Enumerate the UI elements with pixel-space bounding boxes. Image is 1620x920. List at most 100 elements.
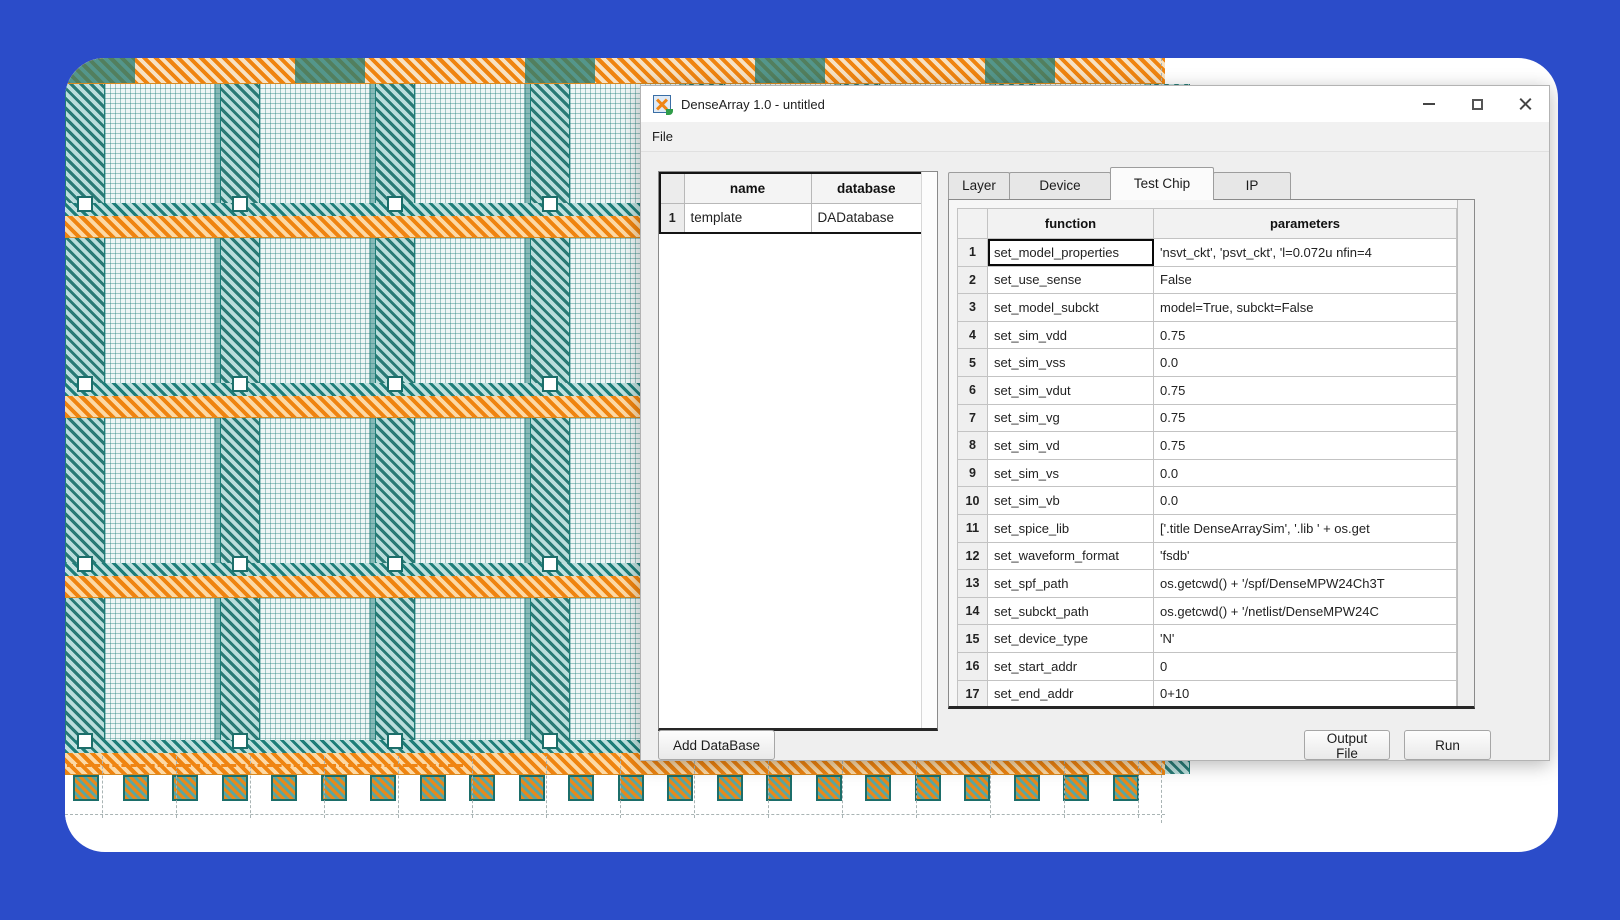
output-file-button[interactable]: Output File — [1304, 730, 1390, 761]
chip-io-pad — [815, 775, 842, 801]
window-controls — [1405, 86, 1549, 122]
row-number[interactable]: 4 — [957, 320, 988, 350]
function-cell[interactable]: set_sim_vg — [987, 403, 1154, 433]
minimize-button[interactable] — [1405, 86, 1453, 122]
app-window: DenseArray 1.0 - untitled File name data… — [640, 85, 1550, 761]
tab-device[interactable]: Device — [1009, 172, 1111, 200]
function-row[interactable]: 15 set_device_type 'N' — [957, 624, 1457, 653]
function-cell[interactable]: set_use_sense — [987, 265, 1154, 295]
row-number[interactable]: 16 — [957, 651, 988, 681]
row-number[interactable]: 8 — [957, 431, 988, 460]
function-row[interactable]: 14 set_subckt_path os.getcwd() + '/netlist… — [957, 596, 1457, 626]
chip-power-rail — [220, 84, 260, 774]
row-number[interactable]: 2 — [957, 265, 988, 295]
row-number[interactable]: 17 — [957, 679, 988, 706]
chip-power-rail — [530, 84, 570, 774]
parameters-cell[interactable]: 0.75 — [1153, 431, 1457, 460]
row-number[interactable]: 11 — [957, 513, 988, 543]
parameters-cell[interactable]: 'N' — [1153, 624, 1457, 653]
parameters-cell[interactable]: ['.title DenseArraySim', '.lib ' + os.ge… — [1153, 513, 1457, 543]
function-cell[interactable]: set_sim_vdd — [987, 320, 1154, 350]
chip-orange-dashed-net — [67, 764, 463, 767]
parameters-cell[interactable]: 0.75 — [1153, 375, 1457, 405]
maximize-button[interactable] — [1453, 86, 1501, 122]
row-number[interactable]: 3 — [957, 293, 988, 322]
tab-ip[interactable]: IP — [1213, 172, 1291, 200]
row-number[interactable]: 15 — [957, 624, 988, 653]
add-database-button[interactable]: Add DataBase — [658, 730, 776, 760]
function-cell[interactable]: set_model_properties — [987, 238, 1154, 267]
function-row[interactable]: 17 set_end_addr 0+10 — [957, 679, 1457, 706]
function-scrollbar[interactable] — [1457, 200, 1474, 706]
function-cell[interactable]: set_sim_vdut — [987, 375, 1154, 405]
row-number[interactable]: 13 — [957, 569, 988, 598]
parameters-cell[interactable]: 0.75 — [1153, 403, 1457, 433]
function-cell[interactable]: set_subckt_path — [987, 596, 1154, 626]
function-row[interactable]: 7 set_sim_vg 0.75 — [957, 403, 1457, 433]
function-cell[interactable]: set_spf_path — [987, 569, 1154, 598]
row-number[interactable]: 7 — [957, 403, 988, 433]
database-row[interactable]: 1 template DADatabase — [659, 202, 923, 234]
parameters-cell[interactable]: False — [1153, 265, 1457, 295]
function-row[interactable]: 11 set_spice_lib ['.title DenseArraySim', … — [957, 513, 1457, 543]
chip-io-pad — [1063, 775, 1089, 801]
row-number[interactable]: 12 — [957, 541, 988, 571]
function-row[interactable]: 10 set_sim_vb 0.0 — [957, 486, 1457, 515]
function-row[interactable]: 6 set_sim_vdut 0.75 — [957, 375, 1457, 405]
function-cell[interactable]: set_start_addr — [987, 651, 1154, 681]
function-row[interactable]: 9 set_sim_vs 0.0 — [957, 458, 1457, 488]
chip-via-square — [77, 376, 93, 392]
run-button[interactable]: Run — [1404, 730, 1491, 760]
function-row[interactable]: 5 set_sim_vss 0.0 — [957, 348, 1457, 377]
function-row[interactable]: 2 set_use_sense False — [957, 265, 1457, 295]
parameters-cell[interactable]: 'nsvt_ckt', 'psvt_ckt', 'l=0.072u nfin=4 — [1153, 238, 1457, 267]
parameters-cell[interactable]: 0.0 — [1153, 458, 1457, 488]
chip-io-pad — [1112, 775, 1139, 801]
function-cell[interactable]: set_device_type — [987, 624, 1154, 653]
row-number[interactable]: 1 — [659, 202, 685, 234]
function-row[interactable]: 3 set_model_subckt model=True, subckt=Fals… — [957, 293, 1457, 322]
function-cell[interactable]: set_waveform_format — [987, 541, 1154, 571]
parameters-cell[interactable]: 0.0 — [1153, 348, 1457, 377]
tab-layer[interactable]: Layer — [948, 172, 1010, 200]
database-scrollbar[interactable] — [921, 172, 937, 728]
parameters-cell[interactable]: 0+10 — [1153, 679, 1457, 706]
function-row[interactable]: 1 set_model_properties'nsvt_ckt', 'psvt_c… — [957, 238, 1457, 267]
function-row[interactable]: 4 set_sim_vdd 0.75 — [957, 320, 1457, 350]
function-row[interactable]: 13 set_spf_path os.getcwd() + '/spf/DenseM… — [957, 569, 1457, 598]
parameters-cell[interactable]: model=True, subckt=False — [1153, 293, 1457, 322]
menu-item-file[interactable]: File — [652, 129, 673, 144]
database-col-database: database — [810, 172, 923, 204]
row-number[interactable]: 9 — [957, 458, 988, 488]
function-cell[interactable]: set_sim_vd — [987, 431, 1154, 460]
tab-test-chip[interactable]: Test Chip — [1110, 167, 1214, 200]
function-cell[interactable]: set_spice_lib — [987, 513, 1154, 543]
database-panel[interactable]: name database 1 template DADatabase — [658, 171, 938, 731]
function-cell[interactable]: set_sim_vss — [987, 348, 1154, 377]
function-row[interactable]: 16 set_start_addr 0 — [957, 651, 1457, 681]
chip-io-pad — [73, 775, 99, 801]
chip-io-pad — [518, 775, 545, 801]
function-panel[interactable]: function parameters 1 set_model_propertie… — [948, 199, 1475, 709]
parameters-cell[interactable]: os.getcwd() + '/netlist/DenseMPW24C — [1153, 596, 1457, 626]
cell[interactable]: template — [683, 202, 812, 234]
row-number[interactable]: 6 — [957, 375, 988, 405]
parameters-cell[interactable]: 0.0 — [1153, 486, 1457, 515]
row-number[interactable]: 14 — [957, 596, 988, 626]
row-number[interactable]: 10 — [957, 486, 988, 515]
function-cell[interactable]: set_model_subckt — [987, 293, 1154, 322]
function-cell[interactable]: set_end_addr — [987, 679, 1154, 706]
function-row[interactable]: 12 set_waveform_format'fsdb' — [957, 541, 1457, 571]
function-cell[interactable]: set_sim_vb — [987, 486, 1154, 515]
row-number[interactable]: 1 — [957, 238, 988, 267]
titlebar[interactable]: DenseArray 1.0 - untitled — [641, 86, 1549, 122]
parameters-cell[interactable]: 0 — [1153, 651, 1457, 681]
row-number[interactable]: 5 — [957, 348, 988, 377]
function-row[interactable]: 8 set_sim_vd 0.75 — [957, 431, 1457, 460]
close-button[interactable] — [1501, 86, 1549, 122]
function-cell[interactable]: set_sim_vs — [987, 458, 1154, 488]
parameters-cell[interactable]: 'fsdb' — [1153, 541, 1457, 571]
parameters-cell[interactable]: os.getcwd() + '/spf/DenseMPW24Ch3T — [1153, 569, 1457, 598]
parameters-cell[interactable]: 0.75 — [1153, 320, 1457, 350]
cell[interactable]: DADatabase — [810, 202, 923, 234]
